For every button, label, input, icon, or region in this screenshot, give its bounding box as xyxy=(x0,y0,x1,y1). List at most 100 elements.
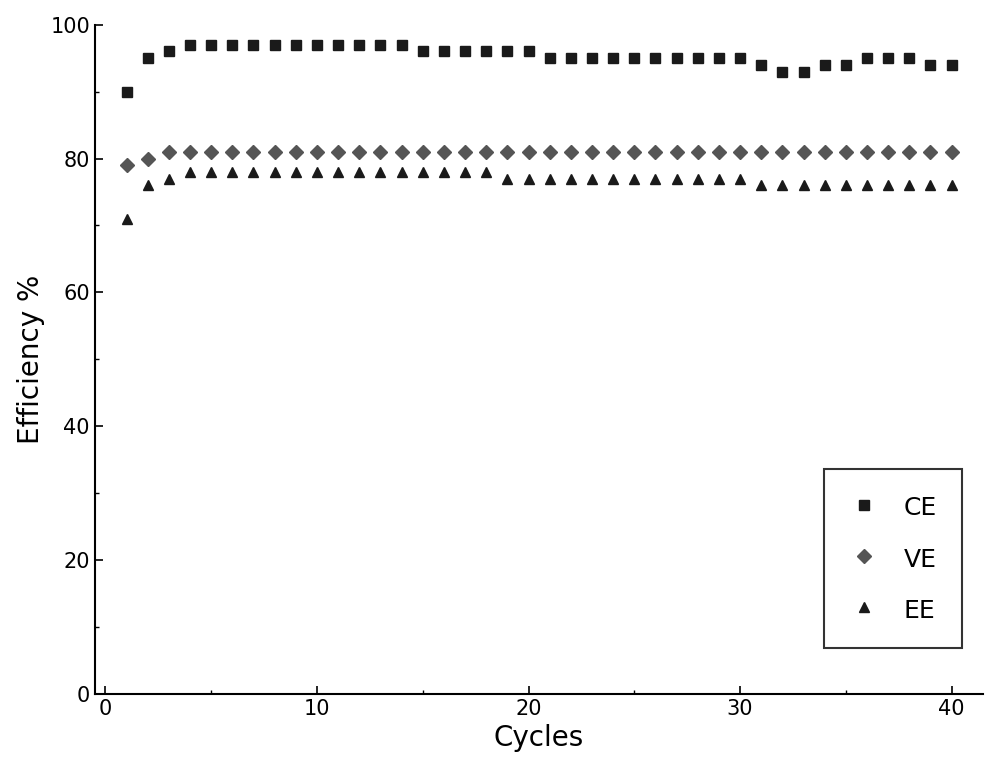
CE xyxy=(269,40,281,49)
CE xyxy=(755,60,767,69)
CE xyxy=(692,54,704,63)
CE xyxy=(798,67,810,76)
VE xyxy=(226,147,238,156)
EE xyxy=(396,168,408,177)
VE xyxy=(903,147,915,156)
X-axis label: Cycles: Cycles xyxy=(494,724,584,752)
EE xyxy=(205,168,217,177)
VE xyxy=(480,147,492,156)
EE xyxy=(247,168,259,177)
Legend: CE, VE, EE: CE, VE, EE xyxy=(824,469,962,648)
CE xyxy=(226,40,238,49)
EE xyxy=(649,174,661,183)
CE xyxy=(247,40,259,49)
VE xyxy=(734,147,746,156)
EE xyxy=(374,168,386,177)
EE xyxy=(290,168,302,177)
CE xyxy=(565,54,577,63)
VE xyxy=(269,147,281,156)
VE xyxy=(861,147,873,156)
CE xyxy=(861,54,873,63)
VE xyxy=(247,147,259,156)
CE xyxy=(523,47,535,56)
CE xyxy=(586,54,598,63)
VE xyxy=(713,147,725,156)
VE xyxy=(396,147,408,156)
EE xyxy=(544,174,556,183)
Y-axis label: Efficiency %: Efficiency % xyxy=(17,275,45,444)
CE xyxy=(396,40,408,49)
CE xyxy=(840,60,852,69)
CE xyxy=(501,47,513,56)
VE xyxy=(840,147,852,156)
EE xyxy=(819,181,831,190)
EE xyxy=(121,214,133,223)
CE xyxy=(946,60,958,69)
EE xyxy=(565,174,577,183)
VE xyxy=(184,147,196,156)
EE xyxy=(628,174,640,183)
CE xyxy=(459,47,471,56)
EE xyxy=(269,168,281,177)
CE xyxy=(607,54,619,63)
CE xyxy=(544,54,556,63)
VE xyxy=(544,147,556,156)
CE xyxy=(776,67,788,76)
EE xyxy=(671,174,683,183)
VE xyxy=(332,147,344,156)
EE xyxy=(311,168,323,177)
CE xyxy=(734,54,746,63)
EE xyxy=(501,174,513,183)
EE xyxy=(163,174,175,183)
EE xyxy=(713,174,725,183)
VE xyxy=(565,147,577,156)
VE xyxy=(523,147,535,156)
VE xyxy=(374,147,386,156)
VE xyxy=(163,147,175,156)
EE xyxy=(946,181,958,190)
VE xyxy=(142,154,154,163)
EE xyxy=(438,168,450,177)
Line: EE: EE xyxy=(122,167,956,224)
CE xyxy=(903,54,915,63)
CE xyxy=(882,54,894,63)
EE xyxy=(607,174,619,183)
Line: CE: CE xyxy=(122,40,956,96)
CE xyxy=(480,47,492,56)
VE xyxy=(692,147,704,156)
VE xyxy=(755,147,767,156)
VE xyxy=(205,147,217,156)
CE xyxy=(205,40,217,49)
EE xyxy=(459,168,471,177)
VE xyxy=(607,147,619,156)
VE xyxy=(501,147,513,156)
CE xyxy=(628,54,640,63)
VE xyxy=(671,147,683,156)
EE xyxy=(586,174,598,183)
CE xyxy=(374,40,386,49)
EE xyxy=(184,168,196,177)
EE xyxy=(882,181,894,190)
EE xyxy=(692,174,704,183)
CE xyxy=(438,47,450,56)
CE xyxy=(713,54,725,63)
EE xyxy=(861,181,873,190)
VE xyxy=(924,147,936,156)
VE xyxy=(819,147,831,156)
VE xyxy=(798,147,810,156)
Line: VE: VE xyxy=(122,147,956,170)
CE xyxy=(332,40,344,49)
CE xyxy=(311,40,323,49)
CE xyxy=(353,40,365,49)
VE xyxy=(353,147,365,156)
VE xyxy=(776,147,788,156)
VE xyxy=(290,147,302,156)
VE xyxy=(459,147,471,156)
EE xyxy=(332,168,344,177)
VE xyxy=(121,161,133,170)
EE xyxy=(417,168,429,177)
CE xyxy=(649,54,661,63)
EE xyxy=(523,174,535,183)
EE xyxy=(480,168,492,177)
EE xyxy=(903,181,915,190)
